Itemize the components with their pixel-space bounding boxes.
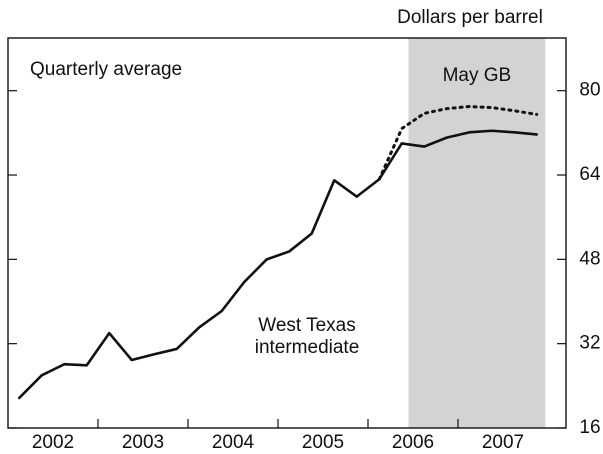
series-annotation: intermediate xyxy=(255,337,360,358)
x-tick-label: 2004 xyxy=(212,432,255,453)
x-tick-label: 2007 xyxy=(482,432,524,453)
x-tick-label: 2002 xyxy=(32,432,74,453)
data-line xyxy=(377,105,539,181)
y-tick-label: 80 xyxy=(579,80,600,101)
y-tick-label: 64 xyxy=(579,164,601,185)
y-tick-label: 48 xyxy=(579,248,600,269)
x-tick-label: 2006 xyxy=(392,432,434,453)
shaded-region xyxy=(408,38,546,428)
x-tick-label: 2005 xyxy=(302,432,344,453)
subtitle: Quarterly average xyxy=(30,59,182,80)
y-axis-label: Dollars per barrel xyxy=(397,7,543,28)
plot-frame xyxy=(7,37,567,429)
x-tick-label: 2003 xyxy=(122,432,164,453)
y-tick-label: 32 xyxy=(579,333,600,354)
shade-label: May GB xyxy=(443,65,512,86)
series-annotation: West Texas xyxy=(258,315,356,336)
data-line xyxy=(17,129,539,400)
y-tick-label: 16 xyxy=(579,417,600,438)
